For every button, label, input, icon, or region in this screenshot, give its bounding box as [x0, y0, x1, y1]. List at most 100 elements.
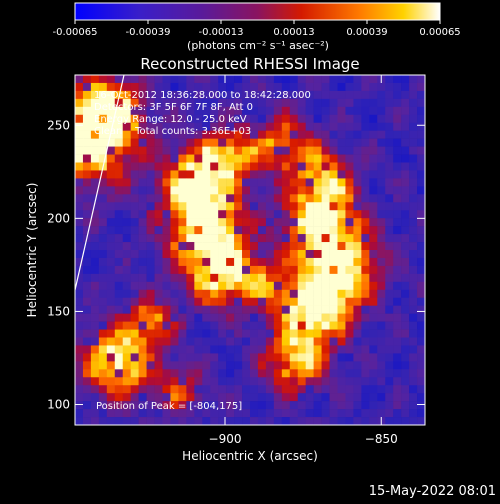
image-pixel [385, 186, 394, 195]
image-pixel [321, 106, 330, 116]
image-pixel [114, 409, 124, 418]
image-pixel [162, 234, 171, 243]
image-pixel [297, 329, 306, 338]
image-pixel [409, 218, 418, 227]
image-pixel [345, 265, 354, 275]
image-pixel [82, 194, 92, 203]
image-pixel [281, 194, 291, 203]
image-pixel [273, 369, 283, 378]
image-pixel [250, 122, 259, 131]
image-pixel [218, 313, 227, 322]
image-pixel [234, 218, 243, 227]
image-pixel [337, 154, 346, 163]
image-pixel [265, 130, 275, 139]
image-pixel [202, 202, 211, 211]
image-pixel [226, 417, 235, 425]
image-pixel [186, 377, 195, 386]
image-pixel [170, 154, 179, 163]
image-pixel [146, 281, 155, 291]
image-pixel [289, 178, 299, 187]
image-pixel [305, 186, 314, 195]
image-pixel [377, 297, 386, 306]
image-pixel [75, 234, 84, 243]
image-pixel [154, 106, 163, 116]
image-pixel [417, 218, 425, 227]
image-pixel [226, 90, 235, 100]
image-pixel [162, 75, 171, 84]
image-pixel [297, 98, 306, 108]
image-pixel [170, 90, 179, 100]
image-pixel [281, 202, 291, 211]
image-pixel [218, 82, 227, 92]
image-pixel [265, 114, 275, 124]
image-pixel [82, 297, 92, 306]
image-pixel [409, 289, 418, 299]
image-pixel [170, 178, 179, 187]
image-pixel [337, 106, 346, 116]
image-pixel [353, 401, 362, 410]
image-pixel [114, 162, 124, 171]
image-pixel [409, 122, 418, 131]
image-pixel [75, 257, 84, 267]
image-pixel [178, 361, 187, 370]
image-pixel [297, 289, 306, 299]
image-pixel [265, 297, 275, 306]
image-pixel [337, 178, 346, 187]
image-pixel [114, 154, 124, 163]
image-pixel [82, 385, 92, 394]
image-pixel [178, 242, 187, 251]
image-pixel [234, 281, 243, 291]
image-pixel [369, 226, 378, 235]
image-pixel [122, 361, 131, 370]
image-pixel [321, 345, 330, 354]
image-pixel [202, 297, 211, 306]
image-pixel [202, 257, 211, 267]
image-pixel [98, 297, 108, 306]
image-pixel [82, 202, 92, 211]
image-pixel [98, 82, 108, 92]
image-pixel [250, 401, 259, 410]
image-pixel [265, 98, 275, 108]
image-pixel [281, 130, 291, 139]
image-pixel [401, 417, 410, 425]
image-pixel [273, 329, 283, 338]
image-pixel [242, 345, 251, 354]
image-pixel [130, 345, 139, 354]
image-pixel [178, 98, 187, 108]
image-pixel [170, 202, 179, 211]
image-pixel [178, 82, 187, 92]
image-pixel [178, 281, 187, 291]
image-pixel [345, 273, 354, 283]
image-pixel [226, 210, 235, 219]
image-pixel [242, 273, 251, 283]
colorbar-tick-label: 0.00039 [346, 27, 387, 38]
image-pixel [242, 353, 251, 362]
image-pixel [75, 289, 84, 299]
image-pixel [242, 329, 251, 338]
image-pixel [257, 186, 267, 195]
image-pixel [265, 401, 275, 410]
image-pixel [178, 234, 187, 243]
image-pixel [114, 321, 124, 330]
image-pixel [98, 202, 108, 211]
image-pixel [250, 265, 259, 275]
image-pixel [202, 242, 211, 251]
image-pixel [289, 361, 299, 370]
image-pixel [377, 130, 386, 139]
image-pixel [242, 114, 251, 124]
image-pixel [82, 242, 92, 251]
image-pixel [90, 265, 100, 275]
image-pixel [337, 75, 346, 84]
image-pixel [138, 162, 147, 171]
image-pixel [265, 265, 275, 275]
image-pixel [130, 226, 139, 235]
image-pixel [337, 138, 346, 147]
image-pixel [385, 162, 394, 171]
image-pixel [361, 297, 370, 306]
image-pixel [162, 393, 171, 402]
image-pixel [114, 202, 124, 211]
image-pixel [202, 353, 211, 362]
image-pixel [146, 257, 155, 267]
image-pixel [265, 289, 275, 299]
image-pixel [250, 130, 259, 139]
